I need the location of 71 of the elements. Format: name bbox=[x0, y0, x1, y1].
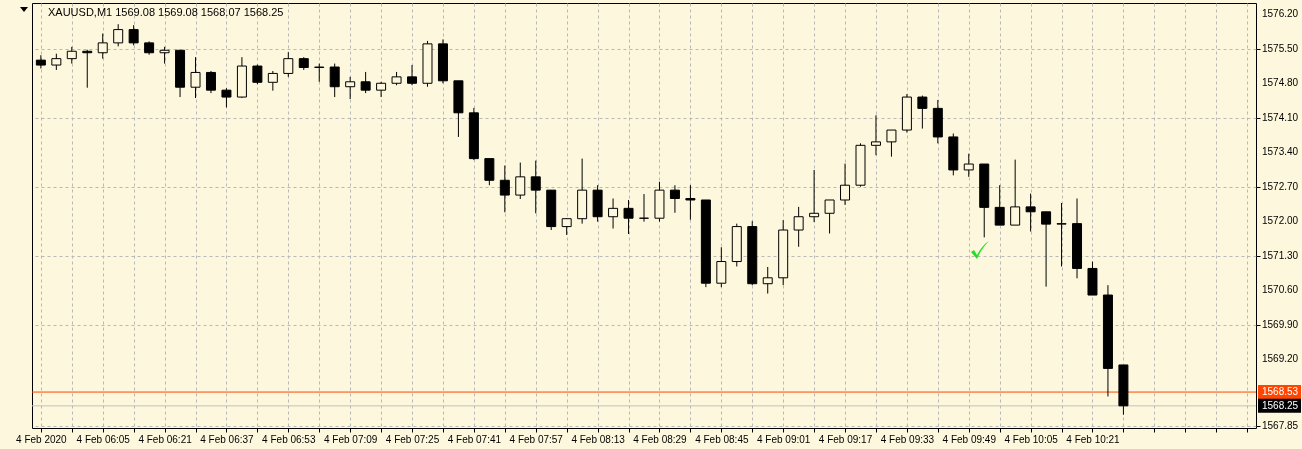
candlestick bbox=[329, 63, 340, 98]
x-tick-label: 4 Feb 07:41 bbox=[447, 433, 502, 445]
x-tick-label: 4 Feb 08:45 bbox=[695, 433, 749, 445]
candlestick bbox=[793, 206, 804, 248]
x-tick-label: 4 Feb 09:01 bbox=[757, 433, 811, 445]
candlestick bbox=[376, 81, 387, 98]
ref-line-label: 1568.25 bbox=[1262, 399, 1299, 411]
x-tick-label: 4 Feb 07:25 bbox=[385, 433, 440, 445]
x-tick-label: 4 Feb 06:37 bbox=[200, 433, 255, 445]
x-tick-label: 4 Feb 09:17 bbox=[818, 433, 873, 445]
y-tick-label: 1569.90 bbox=[1262, 318, 1299, 330]
candlestick bbox=[314, 63, 325, 83]
x-tick-label: 4 Feb 07:57 bbox=[509, 433, 564, 445]
y-tick-label: 1576.20 bbox=[1262, 8, 1299, 20]
candlestick bbox=[824, 199, 835, 234]
candlestick bbox=[685, 184, 696, 221]
x-tick-label: 4 Feb 10:21 bbox=[1066, 433, 1121, 445]
candlestick bbox=[283, 51, 294, 78]
candlestick bbox=[484, 158, 495, 186]
candlestick bbox=[809, 169, 820, 223]
y-tick-label: 1569.20 bbox=[1262, 353, 1299, 365]
candlestick bbox=[499, 165, 510, 213]
y-tick-label: 1572.00 bbox=[1262, 215, 1299, 227]
candlestick bbox=[994, 184, 1005, 226]
x-tick-label: 4 Feb 06:53 bbox=[262, 433, 316, 445]
y-tick-label: 1575.50 bbox=[1262, 42, 1299, 54]
candlestick bbox=[515, 162, 526, 200]
candlestick bbox=[608, 198, 619, 230]
candlestick bbox=[35, 54, 46, 69]
candlestick bbox=[623, 199, 634, 235]
candlestick bbox=[345, 76, 356, 100]
x-tick-label: 4 Feb 09:33 bbox=[880, 433, 935, 445]
x-tick-label: 4 Feb 08:13 bbox=[571, 433, 626, 445]
candlestick bbox=[530, 160, 541, 214]
candlestick bbox=[886, 129, 897, 158]
candlestick bbox=[205, 70, 216, 94]
x-tick-label: 4 Feb 07:09 bbox=[323, 433, 378, 445]
y-tick-label: 1573.40 bbox=[1262, 146, 1299, 158]
y-tick-label: 1567.85 bbox=[1262, 419, 1299, 431]
x-tick-label: 4 Feb 06:21 bbox=[138, 433, 193, 445]
candlestick bbox=[762, 266, 773, 295]
y-tick-label: 1570.60 bbox=[1262, 284, 1299, 296]
candlestick bbox=[190, 56, 201, 99]
candlestick bbox=[267, 70, 278, 92]
candlestick bbox=[716, 246, 727, 288]
candlestick bbox=[1010, 159, 1021, 226]
y-tick-label: 1572.70 bbox=[1262, 180, 1299, 192]
x-tick-label: 4 Feb 2020 bbox=[16, 433, 68, 445]
candlestick bbox=[669, 184, 680, 214]
candlestick bbox=[870, 114, 881, 156]
candlestick bbox=[963, 153, 974, 178]
x-tick-label: 4 Feb 10:05 bbox=[1004, 433, 1059, 445]
candlestick bbox=[917, 95, 928, 130]
candlestick bbox=[128, 24, 139, 46]
chart-title: XAUUSD,M1 1569.08 1569.08 1568.07 1568.25 bbox=[48, 6, 284, 18]
ref-line-label: 1568.53 bbox=[1262, 386, 1299, 398]
candlestick bbox=[360, 71, 371, 94]
candlestick bbox=[1025, 193, 1036, 233]
y-tick-label: 1571.30 bbox=[1262, 249, 1299, 261]
x-tick-label: 4 Feb 09:49 bbox=[942, 433, 997, 445]
x-tick-label: 4 Feb 08:29 bbox=[633, 433, 688, 445]
candlestick bbox=[840, 163, 851, 206]
y-tick-label: 1574.80 bbox=[1262, 77, 1299, 89]
candlestick bbox=[1056, 202, 1067, 267]
candlestick bbox=[407, 64, 418, 86]
x-tick-label: 4 Feb 06:05 bbox=[76, 433, 131, 445]
candlestick bbox=[113, 23, 124, 47]
candlestick bbox=[1041, 211, 1052, 288]
y-tick-label: 1574.10 bbox=[1262, 111, 1299, 123]
candlestick bbox=[221, 87, 232, 108]
candlestick bbox=[97, 33, 108, 60]
